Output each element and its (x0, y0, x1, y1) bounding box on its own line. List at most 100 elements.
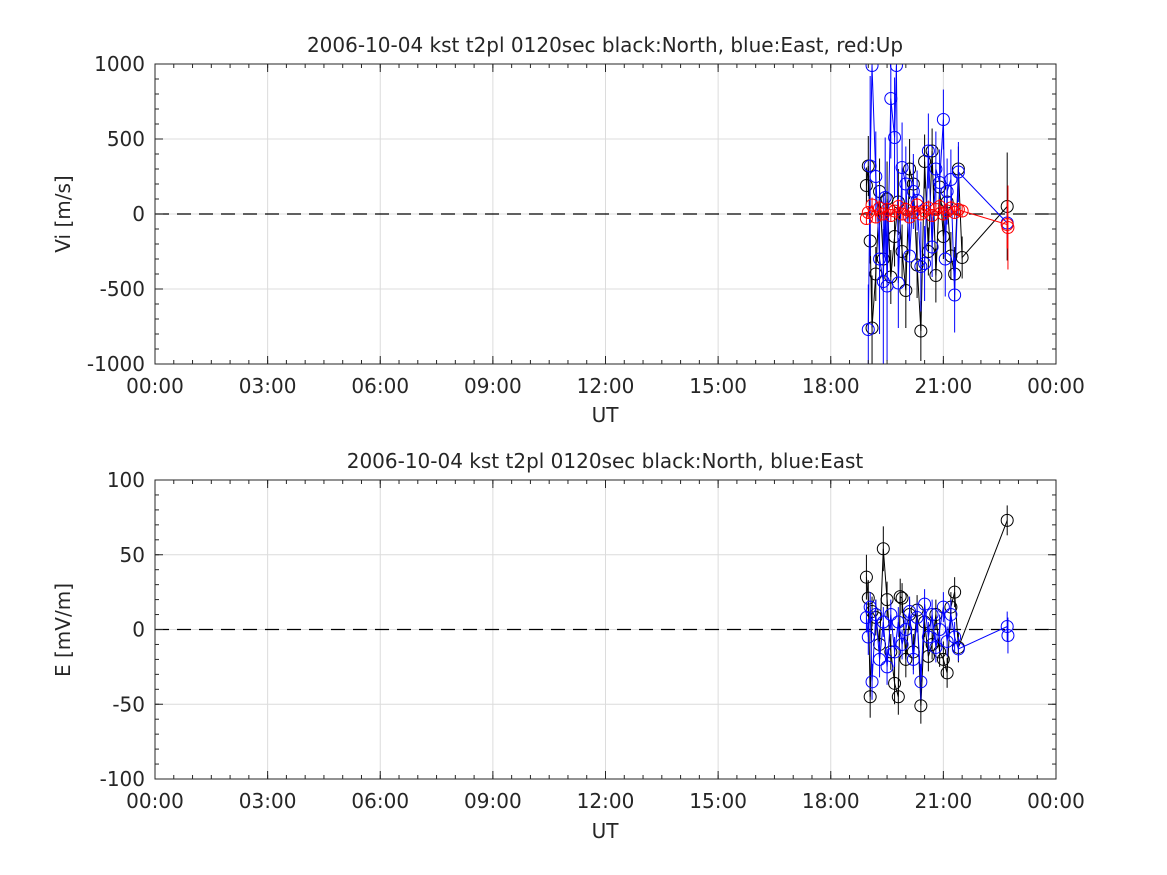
velocity-data-point (914, 260, 928, 273)
efield-data-point (880, 593, 894, 607)
electric-field-panel: 2006-10-04 kst t2pl 0120sec black:North,… (51, 449, 1085, 843)
efield-data-point (859, 570, 873, 584)
efield-data-point (944, 608, 958, 622)
efield-y-tick-label: 0 (132, 618, 145, 642)
efield-x-tick-label: 09:00 (464, 789, 522, 813)
velocity-data-point (895, 161, 909, 174)
velocity-data-point (948, 206, 962, 219)
velocity-data-point (865, 64, 879, 72)
efield-x-tick-label: 00:00 (126, 789, 184, 813)
velocity-data-point (936, 113, 950, 126)
efield-data-point (921, 630, 935, 644)
efield-data-point (891, 690, 905, 704)
efield-data-point (933, 645, 947, 659)
velocity-data-point (933, 200, 947, 213)
velocity-data-point (895, 245, 909, 258)
velocity-data-point (891, 200, 905, 213)
efield-x-tick-label: 18:00 (802, 789, 860, 813)
velocity-x-tick-label: 03:00 (239, 374, 297, 398)
velocity-data-point (859, 212, 873, 225)
velocity-data-point (940, 185, 954, 198)
velocity-data-point (865, 198, 879, 212)
velocity-data-point (948, 288, 962, 302)
efield-data-point (865, 675, 879, 689)
velocity-data-point (925, 144, 939, 158)
velocity-data-point (861, 206, 875, 219)
velocity-chart-title: 2006-10-04 kst t2pl 0120sec black:North,… (307, 33, 903, 57)
efield-data-point (925, 637, 939, 651)
efield-data-point (880, 660, 894, 674)
efield-data-point (884, 608, 898, 622)
velocity-data-point (936, 230, 950, 243)
efield-data-point (918, 597, 932, 611)
velocity-data-point (861, 323, 875, 336)
velocity-data-point (955, 204, 969, 218)
velocity-data-point (951, 165, 965, 179)
velocity-data-point (929, 203, 943, 216)
velocity-data-point (929, 162, 943, 176)
efield-x-tick-label: 21:00 (915, 789, 973, 813)
velocity-data-point (889, 64, 903, 72)
velocity-x-tick-label: 00:00 (126, 374, 184, 398)
efield-data-point (876, 542, 890, 556)
velocity-data-point (929, 269, 943, 282)
velocity-data-point (944, 173, 958, 186)
efield-data-point (914, 675, 928, 689)
efield-plot-area (859, 505, 1015, 724)
efield-data-point (940, 634, 954, 648)
efield-data-point (936, 652, 950, 666)
efield-data-point (888, 645, 902, 659)
velocity-x-tick-label: 09:00 (464, 374, 522, 398)
efield-data-point (884, 645, 898, 659)
velocity-data-point (940, 204, 954, 218)
efield-data-point (861, 630, 875, 644)
velocity-data-point (876, 275, 890, 288)
velocity-data-point (906, 206, 920, 219)
velocity-data-point (925, 240, 939, 254)
velocity-y-tick-label: 1000 (94, 52, 145, 76)
velocity-data-point (899, 177, 913, 191)
velocity-y-tick-label: -500 (100, 277, 145, 301)
efield-data-point (1000, 620, 1014, 634)
efield-y-tick-label: 50 (120, 543, 145, 567)
efield-x-tick-label: 03:00 (239, 789, 297, 813)
velocity-data-point (914, 324, 928, 338)
velocity-y-tick-label: -1000 (87, 352, 145, 376)
velocity-y-tick-label: 500 (107, 127, 145, 151)
efield-data-point (891, 615, 905, 629)
velocity-data-point (859, 179, 873, 192)
efield-data-point (933, 623, 947, 636)
efield-y-tick-label: -100 (100, 767, 145, 791)
velocity-data-point (906, 185, 920, 198)
velocity-data-point (918, 204, 932, 218)
velocity-data-point (888, 131, 902, 144)
efield-data-point (863, 690, 877, 704)
efield-data-point (873, 652, 887, 666)
efield-data-point (929, 640, 943, 654)
velocity-data-point (903, 162, 917, 176)
efield-data-point (925, 608, 939, 622)
velocity-x-tick-label: 06:00 (351, 374, 409, 398)
efield-x-tick-label: 00:00 (1027, 789, 1085, 813)
velocity-x-tick-label: 21:00 (915, 374, 973, 398)
efield-data-point (948, 630, 962, 644)
velocity-data-point (873, 252, 887, 266)
efield-y-tick-label: -50 (112, 692, 145, 716)
velocity-data-point (888, 204, 902, 218)
velocity-y-axis-label: Vi [m/s] (51, 175, 75, 252)
efield-data-point (940, 666, 954, 680)
efield-blue-series (859, 589, 1015, 700)
efield-data-point (910, 611, 924, 625)
velocity-data-point (1001, 221, 1015, 234)
velocity-data-point (884, 92, 898, 105)
velocity-data-point (899, 284, 913, 297)
velocity-y-tick-label: 0 (132, 202, 145, 226)
efield-data-point (951, 642, 965, 656)
efield-chart-title: 2006-10-04 kst t2pl 0120sec black:North,… (347, 449, 864, 473)
efield-data-point (876, 615, 890, 629)
efield-data-point (888, 676, 902, 690)
efield-x-tick-label: 15:00 (689, 789, 747, 813)
efield-data-point (895, 591, 909, 605)
velocity-panel: 2006-10-04 kst t2pl 0120sec black:North,… (51, 33, 1085, 427)
